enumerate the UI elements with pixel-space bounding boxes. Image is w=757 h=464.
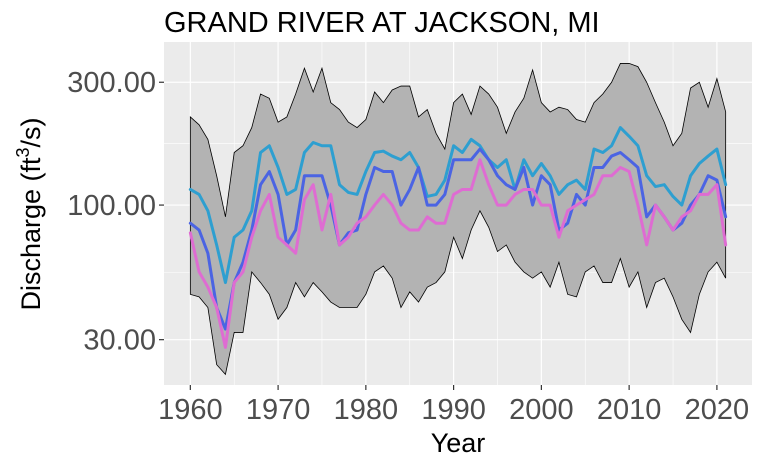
series-lines — [188, 126, 728, 349]
x-axis: 1960 1970 1980 1990 2000 2010 2020 — [158, 385, 749, 426]
series-line-3 — [188, 158, 728, 349]
y-axis-title: Discharge (ft3/s) — [13, 117, 46, 310]
x-tick-label: 2000 — [509, 394, 574, 426]
x-tick-label: 1990 — [421, 394, 486, 426]
y-axis-title-main: Discharge (ft — [16, 157, 46, 311]
chart-title: GRAND RIVER AT JACKSON, MI — [164, 7, 600, 39]
y-tick-label: 300.00 — [67, 67, 156, 99]
series-line-1 — [188, 126, 728, 285]
x-tick-label: 2010 — [597, 394, 662, 426]
x-tick-label: 1970 — [246, 394, 311, 426]
y-tick-label: 30.00 — [83, 325, 156, 357]
x-tick-label: 1980 — [334, 394, 399, 426]
series-line-2 — [188, 147, 728, 331]
x-tick-label: 1960 — [158, 394, 223, 426]
y-axis-title-unit: /s) — [16, 117, 46, 147]
x-tick-label: 2020 — [685, 394, 750, 426]
y-axis: 30.00 100.00 300.00 — [67, 67, 164, 357]
range-band — [189, 63, 727, 376]
x-axis-title: Year — [431, 428, 486, 458]
y-axis-title-superscript: 3 — [13, 147, 33, 157]
y-tick-label: 100.00 — [67, 190, 156, 222]
